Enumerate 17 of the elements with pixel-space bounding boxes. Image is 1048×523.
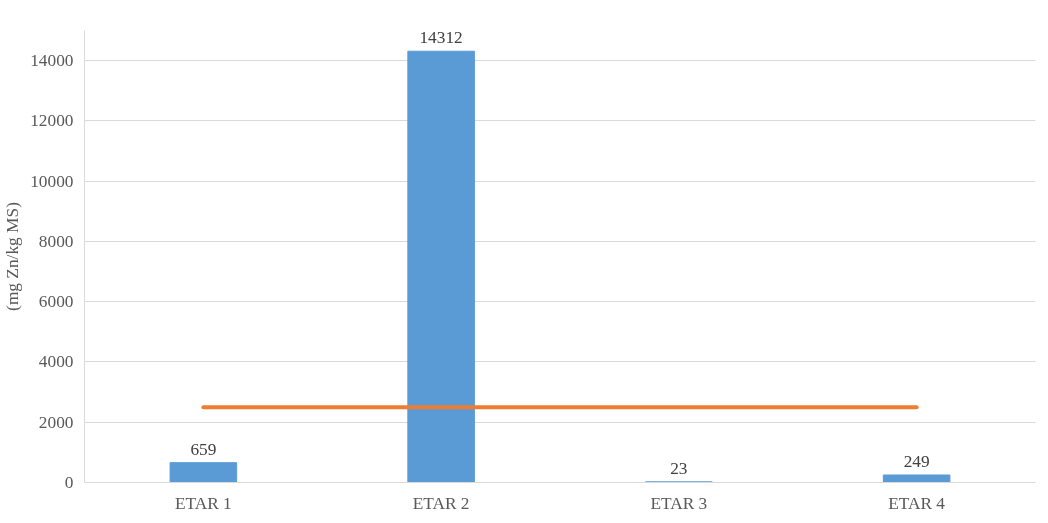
y-tick-label: 4000 [38, 352, 74, 372]
y-tick-label: 10000 [30, 171, 74, 191]
y-tick-label: 6000 [38, 292, 74, 312]
x-tick-label: ETAR 3 [650, 493, 708, 513]
data-label: 23 [670, 458, 688, 478]
y-tick-label: 12000 [30, 111, 74, 131]
y-tick-label: 0 [64, 473, 74, 492]
x-tick-label: ETAR 2 [412, 493, 470, 513]
x-tick-label: ETAR 4 [888, 493, 946, 513]
y-axis-title: (mg Zn/kg MS) [3, 201, 23, 311]
y-tick-label: 14000 [30, 51, 74, 71]
data-label: 14312 [419, 28, 463, 48]
data-label: 659 [190, 439, 217, 459]
x-tick-label: ETAR 1 [174, 493, 232, 513]
y-tick-label: 8000 [38, 231, 74, 251]
y-tick-label: 2000 [38, 412, 74, 432]
data-label: 249 [903, 452, 930, 471]
